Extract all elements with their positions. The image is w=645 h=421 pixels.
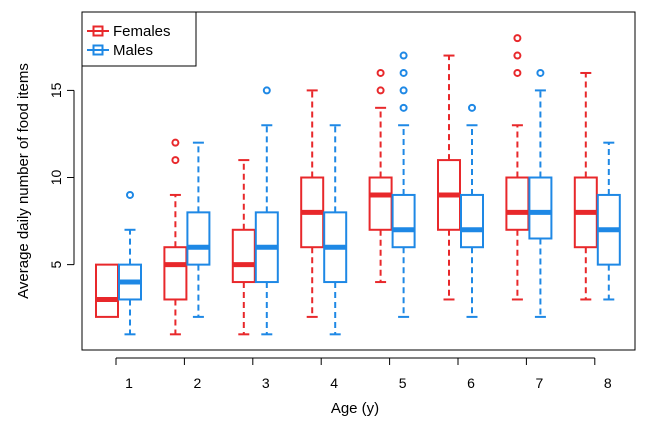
y-tick-label: 15 [48, 82, 64, 98]
box-males-1 [118, 190, 142, 336]
box-females-3 [231, 159, 256, 336]
legend-label-females: Females [113, 23, 171, 40]
box-body [231, 228, 256, 284]
legend-swatch-box [92, 44, 104, 56]
box-body [186, 211, 211, 266]
x-tick-label: 4 [330, 375, 338, 391]
outlier-point [536, 68, 545, 77]
outlier-point [376, 68, 385, 77]
box-males-8 [596, 141, 621, 301]
box-females-7 [505, 34, 530, 301]
box-males-2 [186, 141, 211, 318]
plot-frame [81, 11, 636, 351]
outlier-point [399, 103, 408, 112]
box-body [460, 193, 484, 249]
box-females-6 [437, 54, 461, 301]
x-tick-label: 3 [262, 375, 270, 391]
y-tick-label: 5 [48, 261, 64, 269]
outlier-point [399, 68, 408, 77]
x-tick-label: 7 [536, 375, 544, 391]
legend-swatch-box [92, 25, 104, 37]
y-tick-label: 10 [48, 170, 64, 186]
x-axis-label: Age (y) [331, 400, 379, 417]
legend-frame [81, 11, 197, 67]
axes: 5 10 15 1 2 3 4 5 6 7 8 [48, 82, 612, 391]
legend: Females Males [81, 11, 197, 67]
legend-label-males: Males [113, 42, 153, 59]
outlier-point [126, 190, 134, 199]
box-body [368, 176, 393, 231]
box-males-3 [254, 86, 279, 336]
x-tick-label: 2 [194, 375, 202, 391]
outlier-point [468, 103, 476, 112]
box-females-2 [163, 138, 188, 336]
box-body [391, 193, 416, 249]
outlier-point [376, 86, 385, 95]
outlier-point [399, 51, 408, 60]
outlier-point [513, 34, 522, 43]
outlier-point [262, 86, 271, 95]
boxes [95, 34, 621, 336]
box-males-4 [323, 124, 348, 336]
outlier-point [513, 68, 522, 77]
y-axis-label: Average daily number of food items [15, 63, 32, 299]
box-males-6 [460, 103, 484, 318]
box-body [95, 263, 119, 318]
x-tick-label: 6 [467, 375, 475, 391]
x-tick-label: 8 [604, 375, 612, 391]
box-body [505, 176, 530, 231]
box-males-7 [528, 68, 553, 318]
x-tick-label: 5 [399, 375, 407, 391]
box-body [163, 246, 188, 301]
outlier-point [171, 138, 180, 147]
box-females-5 [368, 68, 393, 284]
box-females-4 [300, 89, 325, 318]
box-body [528, 176, 553, 240]
box-females-1 [95, 263, 119, 318]
x-tick-label: 1 [125, 375, 133, 391]
box-males-5 [391, 51, 416, 318]
outlier-point [399, 86, 408, 95]
outlier-point [171, 156, 180, 165]
box-females-8 [573, 71, 598, 301]
outlier-point [513, 51, 522, 60]
